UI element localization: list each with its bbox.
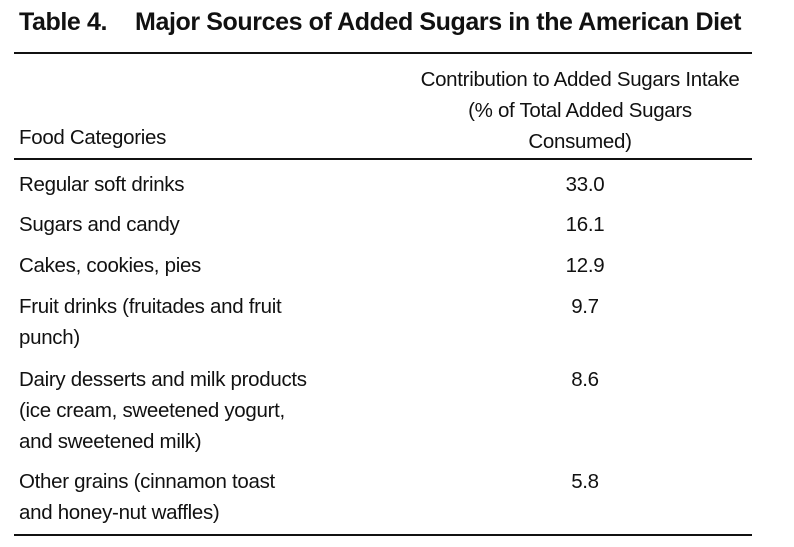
food-column-header: Food Categories <box>19 126 167 149</box>
table-row-label: Regular soft drinks <box>19 169 185 200</box>
table-row-label: Dairy desserts and milk products (ice cr… <box>19 364 307 457</box>
table-title-text: Major Sources of Added Sugars in the Ame… <box>135 8 742 36</box>
row-label-line: Sugars and candy <box>19 213 180 236</box>
table-row-value: 33.0 <box>565 173 605 196</box>
row-label-line: Dairy desserts and milk products <box>19 368 307 391</box>
row-label-line: Regular soft drinks <box>19 173 185 196</box>
row-label-line: Cakes, cookies, pies <box>19 254 202 277</box>
table-row-value: 5.8 <box>571 470 599 493</box>
row-label-line: and honey-nut waffles) <box>19 501 220 524</box>
contribution-header-line: (% of Total Added Sugars <box>468 99 692 122</box>
table-row-label: Other grains (cinnamon toast and honey-n… <box>19 466 275 528</box>
row-label-line: Other grains (cinnamon toast <box>19 470 275 493</box>
header-rule <box>14 158 752 160</box>
bottom-rule <box>14 534 752 536</box>
table-title: Table 4. Major Sources of Added Sugars in… <box>19 8 742 37</box>
table-row-label: Sugars and candy <box>19 209 180 240</box>
contribution-column-header: Contribution to Added Sugars Intake (% o… <box>400 64 760 157</box>
table-row-value: 12.9 <box>565 254 605 277</box>
contribution-header-line: Contribution to Added Sugars Intake <box>420 68 740 91</box>
contribution-header-line: Consumed) <box>528 130 632 153</box>
table-row-label: Fruit drinks (fruitades and fruit punch) <box>19 291 282 353</box>
top-rule <box>14 52 752 54</box>
row-label-line: (ice cream, sweetened yogurt, <box>19 399 285 422</box>
table-label: Table 4. <box>19 8 108 36</box>
table-row-value: 9.7 <box>571 295 599 318</box>
row-label-line: Fruit drinks (fruitades and fruit <box>19 295 282 318</box>
row-label-line: punch) <box>19 326 80 349</box>
table-row-label: Cakes, cookies, pies <box>19 250 201 281</box>
table-row-value: 8.6 <box>571 368 599 391</box>
table-row-value: 16.1 <box>565 213 605 236</box>
row-label-line: and sweetened milk) <box>19 430 202 453</box>
